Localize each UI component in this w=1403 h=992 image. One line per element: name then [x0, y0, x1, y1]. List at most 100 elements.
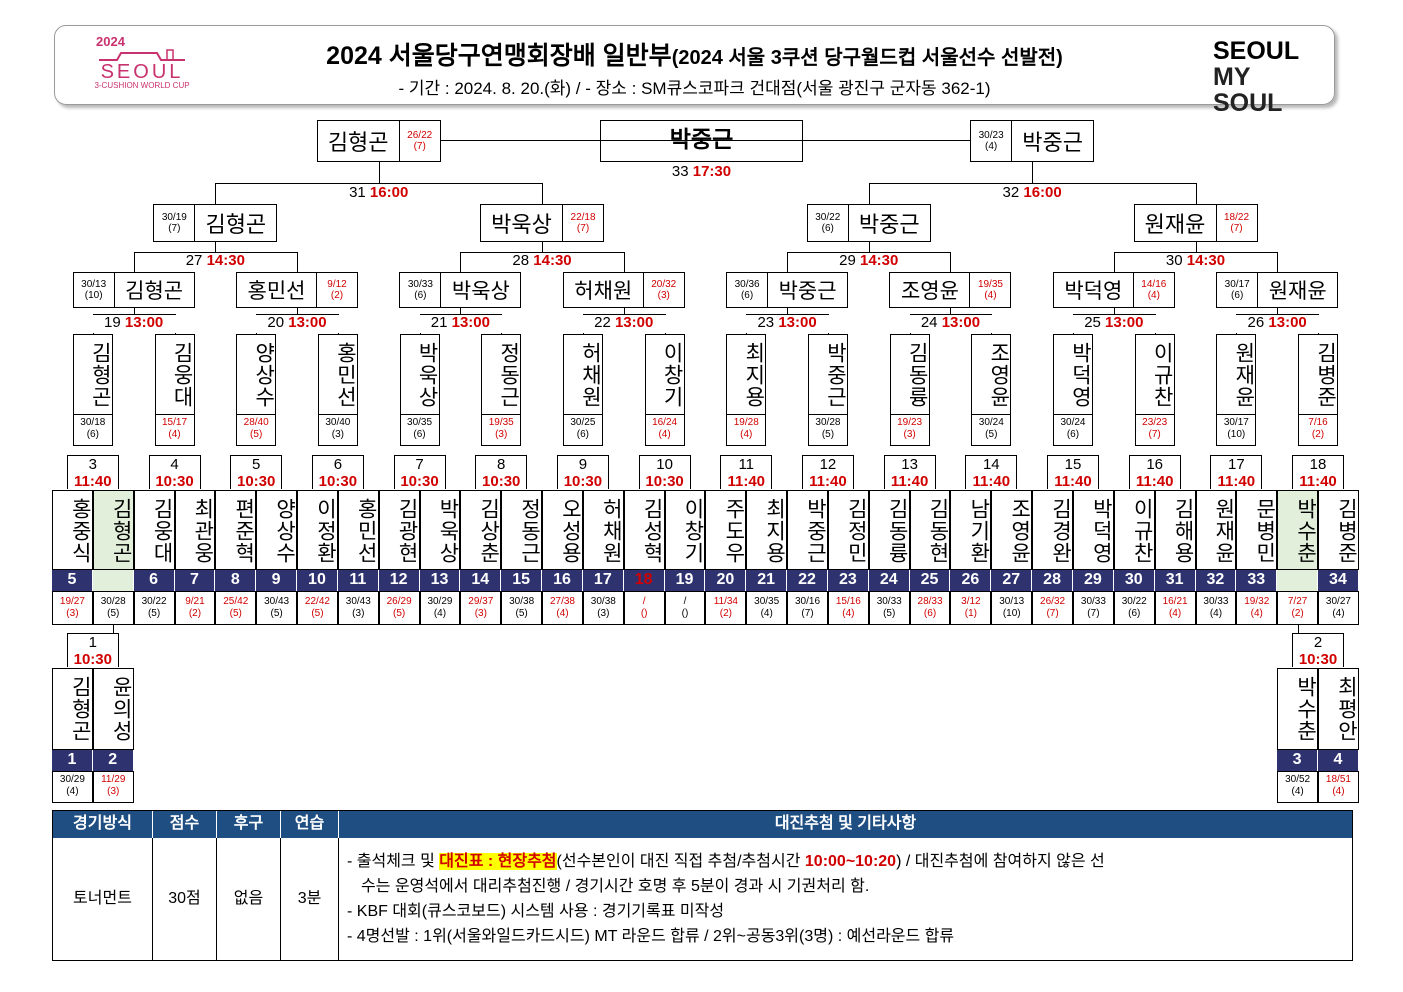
- rank-value: (5): [821, 429, 835, 440]
- player-cell[interactable]: [1236, 490, 1278, 570]
- player-cell[interactable]: [1318, 490, 1359, 570]
- r32-box[interactable]: [1134, 334, 1175, 446]
- quarter-box[interactable]: 원재윤 18/22 (7): [1133, 204, 1258, 242]
- player-score: 30/43 (5): [256, 591, 298, 625]
- score-value: 19/27: [59, 596, 85, 607]
- r32-box[interactable]: [481, 334, 522, 446]
- player-score: 30/33 (7): [1073, 591, 1114, 625]
- r32-box[interactable]: [1298, 334, 1339, 446]
- match-time: 11:40: [890, 473, 929, 490]
- score-value: 30/18: [80, 417, 106, 428]
- player-cell[interactable]: [1032, 490, 1073, 570]
- player-cell[interactable]: [950, 490, 992, 570]
- r32-box[interactable]: [889, 334, 930, 446]
- player-cell[interactable]: [746, 490, 788, 570]
- quarter-box[interactable]: 30/22 (6) 박중근: [806, 204, 931, 242]
- player-name: 박욱상: [491, 212, 552, 237]
- r16-box[interactable]: 30/36 (6) 박중근: [726, 272, 849, 308]
- r32-box[interactable]: [971, 334, 1012, 446]
- player-cell[interactable]: [337, 490, 379, 570]
- r16-box[interactable]: 30/17 (6) 원재윤: [1216, 272, 1339, 308]
- rank-value: (1): [964, 608, 977, 619]
- r32-box[interactable]: [726, 334, 767, 446]
- r32-box[interactable]: [1216, 334, 1257, 446]
- score-value: 14/16: [1141, 279, 1167, 290]
- semi-box[interactable]: 30/23 (4) 박중근: [970, 120, 1095, 162]
- note-3: - 4명선발 : 1위(서울와일드카드시드) MT 라운드 합류 / 2위~공동…: [347, 928, 955, 945]
- bracket-line: [868, 241, 870, 252]
- player-cell[interactable]: [419, 490, 461, 570]
- player-cell[interactable]: [623, 490, 665, 570]
- rank-value: (3): [352, 608, 365, 619]
- player-cell[interactable]: [1113, 490, 1155, 570]
- player-cell[interactable]: [501, 490, 543, 570]
- quarter-box[interactable]: 박욱상 22/18 (7): [480, 204, 605, 242]
- player-cell[interactable]: [542, 490, 583, 570]
- r32-name: 이창기: [660, 342, 684, 408]
- player-cell[interactable]: [460, 490, 502, 570]
- score-box: 30/19 (7): [154, 205, 196, 241]
- rank-value: (4): [658, 429, 671, 440]
- player-cell[interactable]: [1195, 490, 1237, 570]
- match-time: 11:40: [1054, 473, 1092, 490]
- player-cell[interactable]: [1277, 490, 1319, 570]
- bracket-line: [378, 160, 380, 183]
- r32-box[interactable]: [562, 334, 603, 446]
- player-name: 김형곤: [327, 130, 389, 155]
- player-name: 김형곤: [205, 212, 267, 237]
- player-cell[interactable]: [991, 490, 1033, 570]
- player-cell[interactable]: [868, 490, 910, 570]
- player-cell[interactable]: [582, 490, 624, 570]
- player-cell[interactable]: [1073, 490, 1114, 570]
- player-cell[interactable]: [787, 490, 828, 570]
- prelim-player-cell[interactable]: [92, 668, 134, 750]
- player-cell[interactable]: [256, 490, 298, 570]
- player-cell[interactable]: [215, 490, 257, 570]
- prelim-player-cell[interactable]: [1318, 668, 1359, 750]
- r32-box[interactable]: [644, 334, 685, 446]
- r32-box[interactable]: [807, 334, 848, 446]
- player-cell[interactable]: [92, 490, 134, 570]
- rank-value: (4): [1291, 786, 1304, 797]
- score-value: 7/16: [1308, 417, 1328, 428]
- match-number: 5: [252, 456, 261, 473]
- rank-value: (5): [270, 608, 283, 619]
- r16-box[interactable]: 30/33 (6) 박욱상: [399, 272, 522, 308]
- r16-box[interactable]: 30/13 (10) 김형곤: [72, 272, 195, 308]
- r32-box[interactable]: [399, 334, 440, 446]
- player-cell[interactable]: [52, 490, 93, 570]
- player-cell[interactable]: [827, 490, 869, 570]
- r32-box[interactable]: [317, 334, 358, 446]
- r16-box[interactable]: 허채원 20/32 (3): [562, 272, 685, 308]
- r32-box[interactable]: [72, 334, 113, 446]
- player-name: 이정환: [313, 498, 337, 564]
- match-time: 16:00: [369, 184, 409, 201]
- player-cell[interactable]: [664, 490, 706, 570]
- r16-box[interactable]: 박덕영 14/16 (4): [1052, 272, 1175, 308]
- rank-value: (6): [923, 608, 937, 619]
- player-cell[interactable]: [1154, 490, 1196, 570]
- quarter-box[interactable]: 30/19 (7) 김형곤: [153, 204, 278, 242]
- r32-box[interactable]: [154, 334, 195, 446]
- player-cell[interactable]: [297, 490, 338, 570]
- player-cell[interactable]: [133, 490, 175, 570]
- r32-box[interactable]: [1052, 334, 1093, 446]
- player-name: 최관웅: [191, 498, 215, 564]
- seed-number: 18: [623, 570, 665, 591]
- r16-box[interactable]: 조영윤 19/35 (4): [889, 272, 1012, 308]
- r16-box[interactable]: 홍민선 9/12 (2): [236, 272, 359, 308]
- semi-box[interactable]: 김형곤 26/22 (7): [316, 120, 441, 162]
- champion-box[interactable]: 박중근: [600, 120, 803, 162]
- match-number: 25: [1084, 314, 1101, 331]
- r32-score: 16/24 (4): [644, 414, 685, 446]
- rank-value: (5): [147, 608, 161, 619]
- prelim-player-cell[interactable]: [1277, 668, 1319, 750]
- player-cell[interactable]: [909, 490, 951, 570]
- player-cell[interactable]: [378, 490, 420, 570]
- r32-box[interactable]: [236, 334, 277, 446]
- player-cell[interactable]: [705, 490, 747, 570]
- score-value: 30/52: [1285, 774, 1311, 785]
- prelim-player-cell[interactable]: [52, 668, 93, 750]
- player-name: 오성용: [558, 498, 582, 564]
- player-cell[interactable]: [174, 490, 216, 570]
